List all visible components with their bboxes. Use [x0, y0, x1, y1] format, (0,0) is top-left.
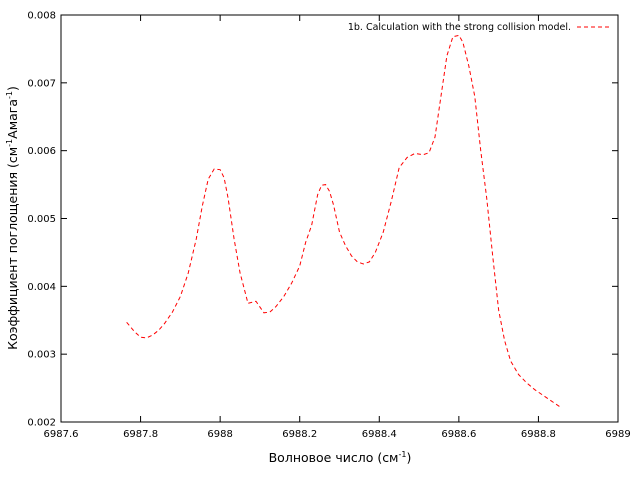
x-tick-label: 6988.6: [441, 429, 476, 440]
y-tick-label: 0.004: [27, 282, 56, 293]
plot-frame: [60, 14, 619, 423]
x-tick-label: 6989: [605, 429, 630, 440]
x-tick-label: 6988.2: [282, 429, 317, 440]
axis-ticks: [60, 14, 619, 423]
y-tick-label: 0.002: [27, 418, 56, 429]
legend: 1b. Calculation with the strong collisio…: [348, 22, 609, 33]
y-tick-label: 0.007: [27, 78, 56, 89]
series-layer: [126, 34, 561, 408]
y-tick-labels: 0.002 0.003 0.004 0.005 0.006 0.007 0.008: [27, 11, 56, 429]
x-axis-label: Волновое число (см-1): [269, 450, 412, 465]
x-tick-label: 6987.6: [44, 429, 79, 440]
x-tick-label: 6988.8: [521, 429, 556, 440]
y-tick-label: 0.006: [27, 146, 56, 157]
y-tick-label: 0.003: [27, 350, 56, 361]
x-tick-label: 6988.4: [362, 429, 397, 440]
x-tick-label: 6987.8: [123, 429, 158, 440]
x-tick-label: 6988: [207, 429, 232, 440]
legend-label: 1b. Calculation with the strong collisio…: [348, 22, 571, 33]
series-line: [126, 34, 561, 408]
y-tick-label: 0.005: [27, 214, 56, 225]
x-tick-labels: 6987.6 6987.8 6988 6988.2 6988.4 6988.6 6988.8…: [44, 429, 631, 440]
y-tick-label: 0.008: [27, 11, 56, 22]
y-axis-label: Коэффициент поглощения (см-1Амага-1): [5, 86, 20, 350]
